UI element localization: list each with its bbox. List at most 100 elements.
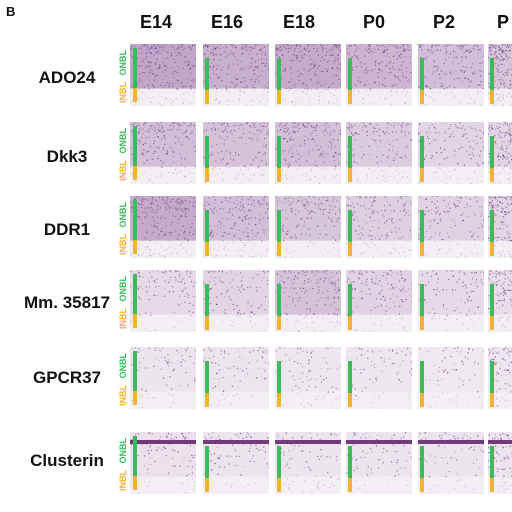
onbl-bar: [133, 351, 137, 391]
onbl-bar: [205, 210, 209, 242]
inbl-label: INBL: [118, 234, 128, 255]
micrograph-tile: [418, 270, 484, 332]
inbl-bar: [348, 168, 352, 182]
onbl-bar: [420, 58, 424, 90]
inbl-bar: [420, 316, 424, 330]
inbl-bar: [277, 478, 281, 492]
onbl-bar: [490, 58, 494, 90]
column-header: E16: [211, 12, 244, 32]
inbl-label: INBL: [118, 385, 128, 406]
onbl-bar: [205, 284, 209, 316]
micrograph-tile: [203, 44, 269, 106]
onbl-bar: [133, 200, 137, 240]
row-label-dkk3: Dkk3: [46, 147, 88, 166]
onbl-bar: [420, 284, 424, 316]
onbl-bar: [348, 136, 352, 168]
onbl-bar: [205, 58, 209, 90]
column-header: E14: [140, 12, 173, 32]
inbl-bar: [205, 316, 209, 330]
inbl-bar: [348, 90, 352, 104]
inbl-bar: [490, 316, 494, 330]
inbl-label: INBL: [118, 470, 128, 491]
inbl-bar: [205, 168, 209, 182]
micrograph-tile: [346, 44, 412, 106]
micrograph-tile: [130, 122, 196, 184]
inbl-bar: [348, 316, 352, 330]
inbl-bar: [133, 391, 137, 405]
row-label-clusterin: Clusterin: [30, 451, 104, 470]
micrograph-tile: [275, 196, 341, 258]
micrograph-tile: [418, 347, 484, 409]
inbl-bar: [490, 393, 494, 407]
onbl-bar: [133, 436, 137, 476]
onbl-bar: [490, 210, 494, 242]
micrograph-tile: [275, 432, 341, 494]
onbl-label: ONBL: [118, 438, 128, 464]
onbl-bar: [277, 58, 281, 90]
micrograph-tile: [418, 122, 484, 184]
onbl-bar: [205, 361, 209, 393]
column-header: P0: [363, 12, 386, 32]
inbl-bar: [205, 393, 209, 407]
onbl-bar: [348, 446, 352, 478]
micrograph-tile: [418, 432, 484, 494]
row-label-ado24: ADO24: [38, 68, 96, 87]
inbl-bar: [348, 478, 352, 492]
inbl-bar: [348, 393, 352, 407]
panel-letter: B: [6, 4, 16, 19]
micrograph-tile: [346, 196, 412, 258]
inbl-bar: [133, 240, 137, 254]
micrograph-tile: [130, 196, 196, 258]
micrograph-tile: [130, 44, 196, 106]
onbl-bar: [277, 446, 281, 478]
micrograph-tile: [275, 270, 341, 332]
inbl-bar: [490, 242, 494, 256]
inbl-bar: [133, 166, 137, 180]
inbl-bar: [420, 168, 424, 182]
micrograph-tile: [275, 347, 341, 409]
onbl-bar: [205, 446, 209, 478]
inbl-bar: [490, 478, 494, 492]
onbl-label: ONBL: [118, 202, 128, 228]
onbl-bar: [277, 210, 281, 242]
onbl-bar: [277, 136, 281, 168]
onbl-label: ONBL: [118, 353, 128, 379]
onbl-bar: [277, 361, 281, 393]
micrograph-tile: [203, 196, 269, 258]
micrograph-tile: [488, 196, 512, 258]
onbl-bar: [490, 136, 494, 168]
row-label-gpcr37: GPCR37: [32, 368, 102, 387]
onbl-bar: [420, 136, 424, 168]
micrograph-tile: [418, 44, 484, 106]
onbl-bar: [348, 58, 352, 90]
micrograph-tile: [130, 270, 196, 332]
micrograph-tile: [130, 432, 196, 494]
micrograph-tile: [203, 432, 269, 494]
onbl-bar: [133, 274, 137, 314]
inbl-bar: [277, 316, 281, 330]
onbl-bar: [490, 361, 494, 393]
micrograph-tile: [346, 432, 412, 494]
micrograph-tile: [203, 347, 269, 409]
onbl-bar: [490, 284, 494, 316]
onbl-bar: [490, 446, 494, 478]
onbl-label: ONBL: [118, 276, 128, 302]
inbl-bar: [205, 242, 209, 256]
micrograph-tile: [203, 122, 269, 184]
inbl-bar: [348, 242, 352, 256]
inbl-bar: [133, 88, 137, 102]
column-header: P2: [433, 12, 456, 32]
onbl-bar: [205, 136, 209, 168]
inbl-bar: [133, 314, 137, 328]
row-label-mm35817: Mm. 35817: [24, 293, 110, 312]
onbl-label: ONBL: [118, 128, 128, 154]
micrograph-tile: [275, 122, 341, 184]
onbl-label: ONBL: [118, 50, 128, 76]
inbl-label: INBL: [118, 308, 128, 329]
micrograph-tile: [130, 347, 196, 409]
inbl-bar: [490, 168, 494, 182]
onbl-bar: [133, 126, 137, 166]
onbl-bar: [348, 361, 352, 393]
onbl-bar: [420, 210, 424, 242]
inbl-bar: [277, 393, 281, 407]
